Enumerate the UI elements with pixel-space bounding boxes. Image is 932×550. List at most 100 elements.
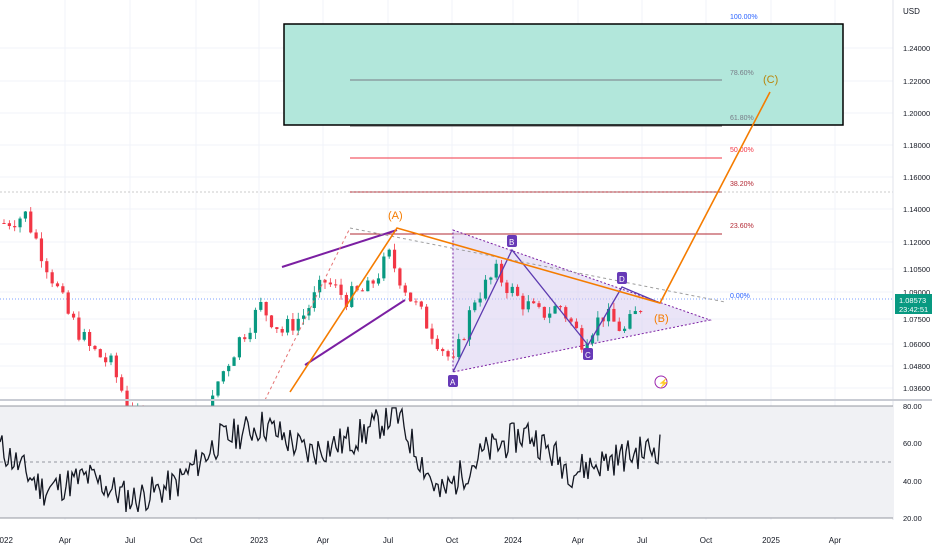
- time-tick-label: 2022: [0, 536, 13, 545]
- rsi-tick-label: 40.00: [903, 477, 922, 486]
- candle-body: [269, 315, 274, 328]
- candle-body: [494, 263, 498, 278]
- candle-body: [409, 292, 413, 302]
- time-tick-label: Oct: [446, 536, 459, 545]
- candle-body: [392, 249, 397, 269]
- elliott-projection[interactable]: [289, 91, 771, 393]
- time-tick-label: 2025: [762, 536, 780, 545]
- candle-body: [451, 356, 455, 358]
- candle-body: [227, 365, 231, 372]
- candle-body: [499, 263, 504, 283]
- candle-body: [612, 308, 616, 322]
- candle-body: [18, 218, 22, 228]
- price-tick-label: 1.09000: [903, 288, 930, 297]
- current-price-tag: 1.08573 23:42:51: [895, 294, 932, 314]
- candle-body: [296, 318, 300, 331]
- candle-body: [216, 381, 220, 396]
- fib-label-786: 78.60%: [730, 70, 754, 77]
- candle-body: [34, 232, 38, 239]
- fib-label-50: 50.00%: [730, 147, 754, 154]
- candle-body: [606, 308, 611, 322]
- wave-label-c: C: [583, 348, 593, 360]
- candle-body: [542, 306, 546, 318]
- purple-channel[interactable]: [281, 229, 406, 366]
- candle-body: [61, 286, 65, 293]
- wave-label-d: D: [617, 272, 627, 284]
- candle-body: [467, 310, 472, 340]
- candle-body: [291, 319, 295, 331]
- candle-body: [580, 328, 584, 350]
- candle-body: [93, 345, 97, 350]
- candle-body: [403, 285, 407, 293]
- candle-body: [478, 298, 482, 303]
- candle-body: [516, 286, 520, 296]
- candle-body: [339, 284, 343, 295]
- candle-body: [623, 328, 627, 331]
- candle-body: [7, 223, 11, 227]
- time-tick-label: Jul: [383, 536, 393, 545]
- candle-body: [537, 303, 541, 307]
- svg-text:⚡: ⚡: [658, 377, 669, 389]
- target-zone-box[interactable]: [283, 23, 844, 126]
- candle-body: [510, 286, 514, 294]
- price-tick-label: 1.06000: [903, 340, 930, 349]
- candle-body: [435, 338, 439, 350]
- candle-body: [462, 339, 466, 341]
- candle-body: [237, 337, 241, 358]
- fib-retracement[interactable]: [0, 79, 893, 300]
- candle-body: [285, 319, 290, 333]
- candle-body: [50, 272, 54, 284]
- lightning-icon[interactable]: ⚡: [654, 375, 669, 389]
- abcd-zigzag[interactable]: [452, 248, 661, 373]
- wave-label-a: A: [448, 375, 458, 387]
- candle-body: [275, 327, 279, 330]
- candle-body: [259, 301, 263, 310]
- candle-body: [532, 301, 536, 304]
- candle-body: [328, 282, 332, 285]
- fib-label-382: 38.20%: [730, 181, 754, 188]
- candle-body: [548, 313, 552, 318]
- candle-body: [639, 311, 643, 313]
- svg-text:D: D: [619, 275, 625, 284]
- candle-body: [419, 301, 423, 307]
- candle-body: [243, 337, 247, 340]
- price-axis-ticks: 1.24000 1.22000 1.20000 1.18000 1.16000 1.140…: [903, 44, 930, 393]
- candle-body: [55, 283, 60, 287]
- svg-text:B: B: [509, 238, 514, 247]
- time-tick-label: Oct: [190, 536, 203, 545]
- candle-body: [398, 268, 402, 286]
- wave-label-major-c: (C): [763, 74, 778, 86]
- candle-body: [558, 306, 562, 308]
- candle-body: [323, 279, 327, 283]
- time-tick-label: Apr: [572, 536, 585, 545]
- candle-body: [318, 279, 322, 293]
- candle-body: [430, 328, 434, 339]
- price-tick-label: 1.12000: [903, 238, 930, 247]
- candle-body: [312, 292, 316, 309]
- candle-body: [564, 307, 568, 319]
- candle-body: [526, 301, 530, 310]
- candle-body: [120, 377, 124, 391]
- rsi-tick-label: 60.00: [903, 439, 922, 448]
- currency-label: USD: [903, 7, 920, 16]
- time-axis: 2022 Apr Jul Oct 2023 Apr Jul Oct 2024 Apr Jul Oct 2…: [0, 536, 842, 545]
- candle-body: [39, 238, 44, 262]
- candle-body: [109, 355, 113, 363]
- candle-body: [446, 351, 450, 357]
- candle-body: [13, 226, 17, 228]
- candle-body: [414, 301, 418, 303]
- candle-body: [248, 332, 252, 340]
- candle-body: [98, 349, 102, 358]
- candle-body: [371, 280, 375, 284]
- price-tick-label: 1.14000: [903, 205, 930, 214]
- candle-body: [425, 306, 429, 329]
- triangle-pattern[interactable]: [452, 229, 712, 373]
- candle-body: [232, 357, 236, 366]
- candle-body: [264, 301, 268, 316]
- candle-body: [280, 329, 284, 333]
- rsi-axis-ticks: 80.00 60.00 40.00 20.00: [903, 402, 922, 523]
- rsi-line: [0, 406, 661, 513]
- candle-body: [569, 318, 573, 322]
- fib-label-100: 100.00%: [730, 14, 758, 21]
